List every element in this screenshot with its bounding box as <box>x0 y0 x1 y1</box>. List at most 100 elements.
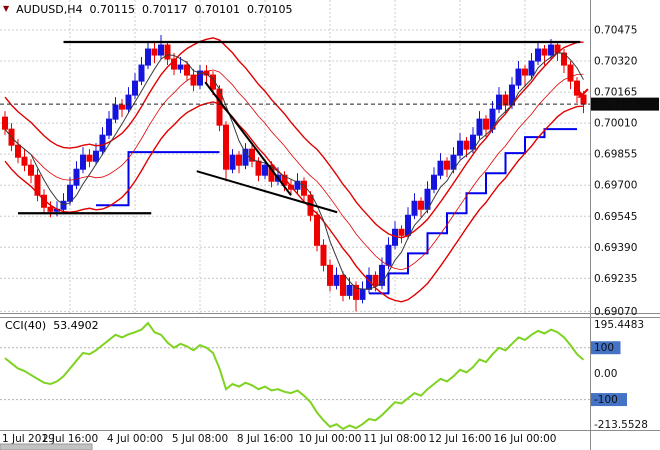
candle-body <box>15 144 21 158</box>
candle-body <box>294 180 301 190</box>
trailing-stop-line <box>369 128 577 295</box>
candle-body <box>106 118 112 136</box>
candle-body <box>515 68 522 86</box>
time-axis-label: 12 Jul 16:00 <box>429 433 492 445</box>
objects-layer[interactable] <box>18 40 589 215</box>
candle-body <box>262 164 268 176</box>
price-axis-bg <box>591 0 660 450</box>
cci-line-layer <box>4 321 585 431</box>
candle-body <box>483 118 489 130</box>
candle-body <box>567 64 574 82</box>
price-axis-label: 0.69700 <box>594 180 637 192</box>
candle-body <box>184 64 190 76</box>
chart-marker-icon: ▼ <box>3 4 10 13</box>
candle-body <box>190 74 197 86</box>
candle-body <box>405 214 411 236</box>
symbol-period-label: AUDUSD,H4 <box>16 3 83 16</box>
price-axis-label: 0.69390 <box>594 242 637 254</box>
indicator-name: CCI(40) <box>5 319 47 332</box>
price-axis-label: 0.70010 <box>594 118 637 130</box>
candle-body <box>177 64 184 70</box>
cci-zero-label: 0.00 <box>594 368 617 380</box>
candle-body <box>502 94 509 106</box>
price-axis-label: 0.69545 <box>594 211 637 223</box>
candle-body <box>2 116 8 130</box>
time-axis-label: 16 Jul 00:00 <box>494 433 557 445</box>
candle-body <box>541 48 548 56</box>
candle-body <box>138 64 145 82</box>
trendline-steep[interactable] <box>204 81 292 196</box>
candle-body <box>249 148 255 162</box>
cci-level-badge-label: 100 <box>594 342 614 354</box>
candle-body <box>255 160 262 176</box>
open-value: 0.70115 <box>89 3 135 16</box>
candle-body <box>385 244 392 266</box>
trailing-stop-line <box>96 151 220 207</box>
cci-level-badge <box>591 341 621 355</box>
bid-price-badge <box>591 97 659 111</box>
candle-body <box>314 214 320 246</box>
cci-level-badge-label: -100 <box>594 394 618 406</box>
price-axis-label: 0.69070 <box>594 306 637 318</box>
candle-body <box>346 284 353 296</box>
candle-body <box>73 168 80 186</box>
price-axis-label: 0.70475 <box>594 25 637 37</box>
candle-body <box>197 70 203 86</box>
trendline-shallow[interactable] <box>196 170 338 214</box>
candle-body <box>463 140 470 150</box>
low-value: 0.70101 <box>194 3 240 16</box>
candle-body <box>80 154 86 170</box>
cci-min-label: -213.5528 <box>594 419 648 431</box>
candle-body <box>229 154 236 170</box>
candle-body <box>528 60 535 76</box>
candle-body <box>112 104 119 120</box>
close-value: 0.70105 <box>246 3 293 16</box>
grid-layer <box>0 0 590 313</box>
candle-body <box>548 44 554 56</box>
candle-body <box>340 274 346 296</box>
candle-body <box>34 174 41 196</box>
price-axis-label: 0.70320 <box>594 56 637 68</box>
time-axis-label: 10 Jul 00:00 <box>299 433 362 445</box>
cci-max-label: 195.4483 <box>594 319 644 331</box>
ma-fast-line <box>4 52 584 290</box>
candle-body <box>164 44 171 60</box>
time-axis-label: 8 Jul 16:00 <box>237 433 293 445</box>
candle-body <box>457 140 463 156</box>
indicator-value: 53.4902 <box>53 319 99 332</box>
candle-body <box>431 174 437 190</box>
candle-body <box>398 228 405 236</box>
high-value: 0.70117 <box>141 3 188 16</box>
ma-layer <box>4 37 584 303</box>
candle-body <box>28 164 34 176</box>
price-axis-label: 0.69855 <box>594 149 637 161</box>
candle-body <box>67 184 73 202</box>
cci-level-badge <box>591 393 627 407</box>
candle-body <box>119 104 125 110</box>
h-scrollbar-thumb[interactable] <box>0 443 93 450</box>
candle-body <box>444 160 450 170</box>
candle-body <box>437 160 444 176</box>
candle-body <box>379 264 385 286</box>
bid-price-badge-label: 0.70105 <box>594 99 637 111</box>
candle-body <box>333 274 340 286</box>
candle-body <box>418 200 424 210</box>
candle-body <box>145 48 151 66</box>
candle-body <box>236 154 242 166</box>
candle-body <box>535 48 541 62</box>
candle-body <box>151 48 158 56</box>
candle-body <box>476 118 483 136</box>
stop-line-layer <box>96 128 577 295</box>
time-axis-label: 5 Jul 08:00 <box>172 433 228 445</box>
price-axis-label: 0.70165 <box>594 87 637 99</box>
sell-arrow-icon[interactable] <box>577 88 589 99</box>
time-axis-label: 4 Jul 00:00 <box>107 433 163 445</box>
candle-body <box>320 244 327 266</box>
envelope-lower-line <box>4 101 584 303</box>
candle-body <box>574 80 580 96</box>
candle-body <box>125 94 132 110</box>
envelope-upper-line <box>4 37 584 239</box>
